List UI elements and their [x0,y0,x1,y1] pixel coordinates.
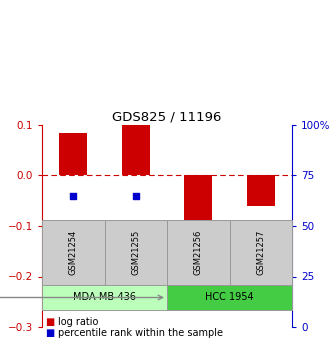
Bar [59,132,87,176]
Text: HCC 1954: HCC 1954 [205,293,254,303]
Bar [105,220,167,285]
Bar [167,285,292,310]
Text: GSM21254: GSM21254 [69,230,78,275]
Point [71,193,76,198]
Text: ■: ■ [45,328,54,338]
Text: MDA-MB-436: MDA-MB-436 [73,293,136,303]
Text: ■: ■ [45,317,54,327]
Bar [247,176,275,206]
Text: log ratio: log ratio [58,317,99,327]
Point [133,193,138,198]
Bar [42,285,167,310]
Text: GSM21257: GSM21257 [256,230,265,275]
Text: GSM21256: GSM21256 [194,230,203,275]
Bar [229,220,292,285]
Bar [122,125,150,176]
Text: percentile rank within the sample: percentile rank within the sample [58,328,223,338]
Title: GDS825 / 11196: GDS825 / 11196 [112,111,222,124]
Bar [42,220,105,285]
Bar [167,220,229,285]
Bar [184,176,212,292]
Point [258,233,263,239]
Text: GSM21255: GSM21255 [131,230,140,275]
Text: cell line: cell line [0,293,163,303]
Point [196,284,201,289]
